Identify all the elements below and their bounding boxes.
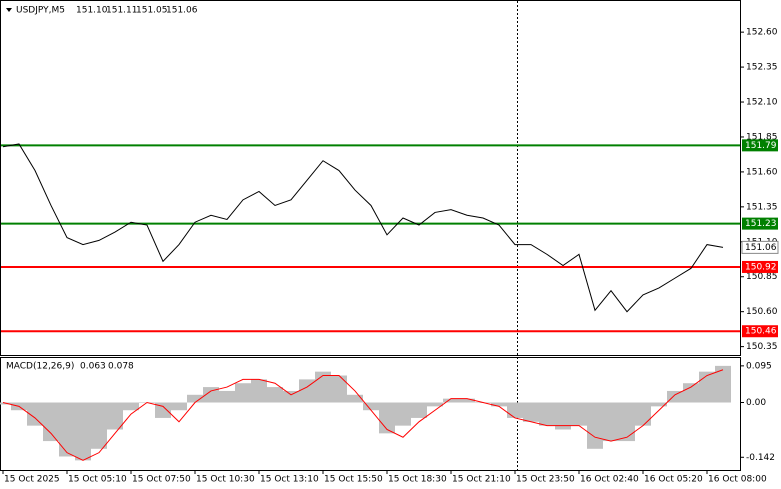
macd-bar	[507, 402, 523, 418]
macd-bar	[251, 379, 267, 403]
y-tick-label: 151.85	[746, 132, 778, 142]
macd-bar	[219, 390, 235, 403]
x-tick-label: 16 Oct 05:20	[644, 475, 703, 485]
level-label: 150.92	[745, 262, 777, 272]
y-tick-label: 0.00	[746, 398, 766, 408]
macd-bar	[283, 390, 299, 403]
y-tick-label: -0.142	[746, 453, 775, 463]
macd-bar	[667, 390, 683, 403]
symbol: USDJPY,M5	[16, 6, 65, 16]
symbol-arrow	[6, 8, 12, 12]
x-tick-label: 16 Oct 08:00	[708, 475, 767, 485]
macd-bar	[27, 402, 43, 426]
macd-panel	[0, 357, 741, 471]
macd-bar	[651, 402, 667, 407]
ohlc-low: 151.05	[136, 6, 168, 16]
x-tick-label: 15 Oct 07:50	[132, 475, 191, 485]
x-tick-label: 15 Oct 13:10	[260, 475, 319, 485]
macd-bar	[715, 365, 731, 403]
level-label-box	[742, 325, 778, 338]
macd-title: MACD(12,26,9)	[6, 362, 74, 372]
macd-bar	[491, 402, 507, 407]
macd-bar	[395, 402, 411, 426]
y-tick-label: 150.60	[746, 307, 778, 317]
y-tick-label: 151.35	[746, 202, 778, 212]
macd-bar	[379, 402, 395, 434]
macd-bar	[459, 398, 475, 403]
y-tick-label: 151.60	[746, 167, 778, 177]
macd-bar	[587, 402, 603, 449]
ohlc-close: 151.06	[166, 6, 198, 16]
macd-bar	[699, 371, 715, 403]
signal-line	[2, 369, 724, 461]
macd-bar	[315, 371, 331, 403]
x-tick-label: 16 Oct 02:40	[580, 475, 639, 485]
macd-bar	[203, 387, 219, 403]
macd-bar	[331, 375, 347, 403]
macd-bar	[91, 402, 107, 449]
macd-bar	[603, 402, 619, 442]
macd-bar	[363, 402, 379, 411]
y-tick-label: 152.10	[746, 98, 778, 108]
macd-bar	[411, 402, 427, 418]
x-tick-label: 15 Oct 10:30	[196, 475, 255, 485]
macd-bar	[619, 402, 635, 442]
macd-bar	[107, 402, 123, 430]
macd-bar	[571, 402, 587, 426]
macd-bar	[347, 394, 363, 403]
y-tick-label: 150.85	[746, 272, 778, 282]
signal-value: 0.078	[108, 362, 134, 372]
ohlc-high: 151.11	[106, 6, 138, 16]
macd-bar	[555, 402, 571, 430]
current-price-box	[741, 240, 779, 254]
macd-bar	[123, 402, 139, 411]
macd-bar	[75, 402, 91, 461]
main-panel	[0, 0, 741, 356]
y-tick-label: 150.35	[746, 342, 778, 352]
macd-bar	[187, 394, 203, 403]
macd-bar	[59, 402, 75, 457]
price-line	[2, 143, 724, 313]
level-label-box	[742, 139, 778, 152]
x-tick-label: 15 Oct 18:30	[388, 475, 447, 485]
level-label: 150.46	[745, 327, 777, 337]
macd-value: 0.063	[80, 362, 106, 372]
macd-bar	[235, 383, 251, 403]
x-tick-label: 15 Oct 05:10	[68, 475, 127, 485]
ohlc-open: 151.10	[76, 6, 108, 16]
y-tick-label: 152.60	[746, 28, 778, 38]
x-tick-label: 15 Oct 15:50	[324, 475, 383, 485]
macd-bar	[267, 387, 283, 403]
macd-bar	[523, 402, 539, 422]
macd-bar	[299, 379, 315, 403]
macd-bar	[427, 402, 443, 407]
macd-bar	[683, 383, 699, 403]
macd-bar	[155, 402, 171, 418]
macd-bar	[635, 402, 651, 426]
level-label: 151.23	[745, 219, 777, 229]
x-tick-label: 15 Oct 2025	[4, 475, 60, 485]
y-tick-label: 152.35	[746, 63, 778, 73]
x-tick-label: 15 Oct 23:50	[516, 475, 575, 485]
x-tick-label: 15 Oct 21:10	[452, 475, 511, 485]
macd-bar	[171, 402, 187, 411]
current-price-label: 151.06	[745, 243, 777, 253]
macd-bar	[43, 402, 59, 442]
level-label-box	[742, 217, 778, 230]
y-tick-label: 0.095	[746, 361, 772, 371]
level-label-box	[742, 260, 778, 273]
macd-bar	[539, 402, 555, 426]
macd-bar	[443, 398, 459, 403]
level-label: 151.79	[745, 141, 777, 151]
